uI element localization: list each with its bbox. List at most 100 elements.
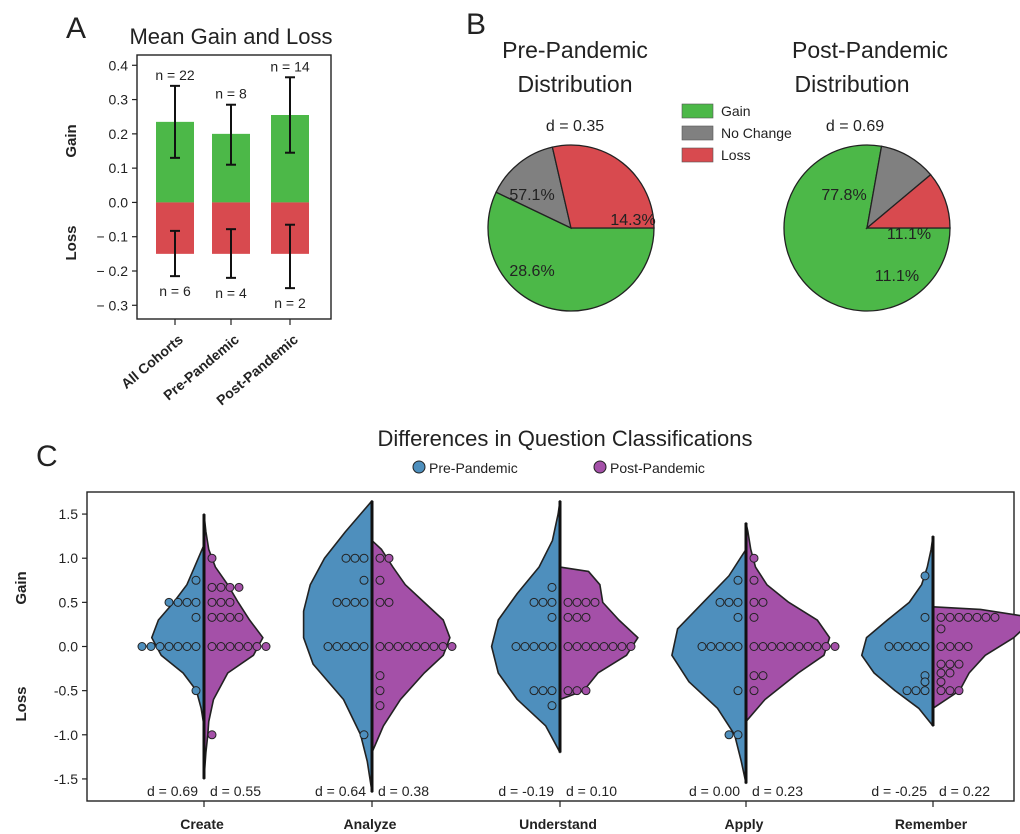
data-point-post <box>954 659 964 669</box>
data-point-post <box>216 642 226 651</box>
y-tick-label: 0.1 <box>109 160 129 176</box>
legend-swatch-gain <box>681 103 714 119</box>
y-tick-label: − 0.2 <box>96 263 128 279</box>
y-tick-label: 0.2 <box>109 126 129 142</box>
data-point-post <box>375 553 385 563</box>
data-point-pre <box>538 686 548 696</box>
data-point-pre <box>173 642 183 651</box>
data-point-pre <box>191 575 201 585</box>
data-point-pre <box>547 597 557 607</box>
data-point-post <box>207 730 217 740</box>
data-point-pre <box>520 642 530 651</box>
pie-slice-label: 14.3% <box>610 212 655 229</box>
data-point-post <box>225 582 235 592</box>
data-point-post <box>963 612 973 622</box>
data-point-post <box>207 642 217 651</box>
data-point-post <box>207 612 217 622</box>
y-tick-label: − 0.1 <box>96 229 128 245</box>
data-point-pre <box>715 597 725 607</box>
pie-pre-title-line2: Distribution <box>517 71 632 97</box>
data-point-post <box>252 642 262 651</box>
pie-slice-label: 57.1% <box>509 187 554 204</box>
y-tick-label: 0.5 <box>59 594 79 610</box>
data-point-pre <box>884 642 894 651</box>
bar-y-label-loss: Loss <box>63 225 80 260</box>
data-point-post <box>749 671 759 681</box>
data-point-pre <box>538 642 548 651</box>
data-point-pre <box>920 612 930 622</box>
x-tick-label: Remember <box>895 816 968 832</box>
pie-slice-no-change <box>495 146 572 230</box>
data-point-post <box>972 612 982 622</box>
data-point-pre <box>724 642 734 651</box>
y-tick-label: − 0.3 <box>96 297 128 313</box>
data-point-pre <box>724 730 734 740</box>
data-point-post <box>749 597 759 607</box>
data-point-pre <box>341 597 351 607</box>
violin-half-pre <box>671 548 747 785</box>
data-point-post <box>581 612 591 622</box>
violin-half-pre <box>150 544 205 727</box>
data-point-pre <box>911 686 921 696</box>
data-point-post <box>375 575 385 585</box>
y-tick-label: -1.0 <box>54 727 78 743</box>
data-point-post <box>375 597 385 607</box>
pie-slice-gain <box>487 191 655 312</box>
pie-pre-title-line1: Pre-Pandemic <box>502 37 648 63</box>
data-point-pre <box>547 701 557 711</box>
data-point-post <box>936 642 946 651</box>
data-point-pre <box>359 553 369 563</box>
pie-pre-d-value: d = 0.35 <box>546 118 604 135</box>
data-point-post <box>384 597 394 607</box>
data-point-pre <box>547 642 557 651</box>
legend-swatch-no-change <box>681 125 714 141</box>
gain-n-label: n = 14 <box>270 58 310 74</box>
data-point-pre <box>146 642 156 651</box>
data-point-pre <box>341 642 351 651</box>
data-point-post <box>758 671 768 681</box>
legend-label-gain: Gain <box>721 103 751 119</box>
data-point-post <box>945 642 955 651</box>
data-point-post <box>563 642 573 651</box>
effect-size-pre: d = 0.69 <box>147 783 198 799</box>
data-point-pre <box>323 642 333 651</box>
pie-chart-post: 77.8% 11.1% 11.1% <box>783 144 951 312</box>
data-point-post <box>420 642 430 651</box>
data-point-pre <box>733 686 743 696</box>
legend-swatch-loss <box>681 147 714 163</box>
data-point-post <box>375 671 385 681</box>
data-point-post <box>617 642 627 651</box>
data-point-pre <box>902 686 912 696</box>
loss-n-label: n = 6 <box>159 283 191 299</box>
data-point-post <box>402 642 412 651</box>
data-point-pre <box>733 575 743 585</box>
violin-half-post <box>745 522 831 723</box>
x-tick-label: Understand <box>519 816 597 832</box>
data-point-post <box>954 642 964 651</box>
data-point-post <box>207 553 217 563</box>
pie-slice-loss <box>865 173 951 229</box>
data-point-post <box>749 553 759 563</box>
pie-slice-label: 28.6% <box>509 263 554 280</box>
data-point-pre <box>920 686 930 696</box>
data-point-pre <box>191 612 201 622</box>
pie-post-title-line1: Post-Pandemic <box>792 37 948 63</box>
data-point-post <box>447 642 457 651</box>
data-point-post <box>936 677 946 687</box>
data-point-pre <box>332 597 342 607</box>
bar-chart-frame <box>136 54 332 320</box>
data-point-post <box>225 642 235 651</box>
pie-slice-label: 11.1% <box>875 268 919 285</box>
effect-size-pre: d = -0.25 <box>871 783 927 799</box>
data-point-pre <box>350 642 360 651</box>
violin-legend: Pre-Pandemic Post-Pandemic <box>412 460 705 476</box>
data-point-post <box>954 686 964 696</box>
pie-slice-label: 11.1% <box>887 226 931 243</box>
data-point-post <box>608 642 618 651</box>
y-tick-label: 0.0 <box>59 639 79 655</box>
data-point-pre <box>911 642 921 651</box>
data-point-pre <box>182 642 192 651</box>
data-point-pre <box>511 642 521 651</box>
data-point-pre <box>538 597 548 607</box>
